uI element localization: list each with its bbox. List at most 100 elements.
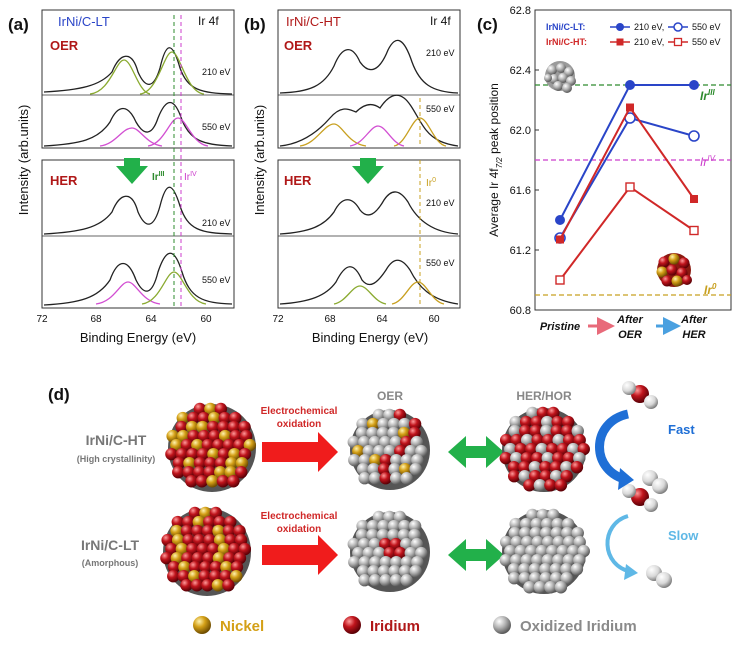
panel-a-fit-2 — [43, 101, 233, 147]
panel-a-oer-label: OER — [50, 38, 79, 53]
panel-c-point-2-1 — [626, 103, 634, 112]
legend-oxidized-ball — [493, 616, 511, 634]
panel-c-series — [554, 80, 700, 285]
panel-b-xtick-60: 60 — [428, 314, 440, 325]
panel-c-ylabel: Average Ir 4f7/2 peak position — [487, 83, 504, 237]
panel-a-letter: (a) — [8, 15, 29, 34]
cluster-ht-oer — [347, 408, 430, 490]
panel-a-xtick-64: 64 — [145, 314, 157, 325]
panel-b-spectrum-label-1: 210 eV — [426, 48, 455, 58]
panel-a-fit-4 — [43, 252, 233, 306]
panel-b-letter: (b) — [244, 15, 266, 34]
legend-lt-210-text: 210 eV, — [634, 22, 664, 32]
panel-a-ylabel: Intensity (arb.units) — [16, 105, 31, 216]
panel-c: (c) 60.8 61.2 61.6 62.0 62.4 62.8 IrNi/C-LT: … — [477, 5, 732, 341]
panel-c-ytick-label-5: 62.8 — [510, 5, 531, 17]
panel-d-oer-title: OER — [377, 389, 403, 403]
legend-ht-210-text: 210 eV, — [634, 37, 664, 47]
panel-b-spectrum-label-2: 550 eV — [426, 104, 455, 114]
panel-b-ylabel: Intensity (arb.units) — [252, 105, 267, 216]
legend-ht-550-text: 550 eV — [692, 37, 721, 47]
panel-b-xticks: 72 68 64 60 — [272, 314, 440, 325]
panel-b-fit-1 — [279, 39, 459, 94]
panel-d-red-arrow-1 — [262, 432, 338, 472]
panel-c-series-line-1 — [559, 116, 695, 239]
panel-c-cat-after-her-1: After — [680, 314, 707, 326]
panel-a-marker-iii: IrIII — [152, 171, 165, 183]
panel-a-component-6 — [141, 271, 207, 305]
panel-b-orbital: Ir 4f — [430, 14, 451, 28]
panel-d-legend: Nickel Iridium Oxidized Iridium — [193, 616, 637, 635]
panel-b-component-5 — [333, 285, 387, 305]
legend-oxidized-label: Oxidized Iridium — [520, 618, 637, 635]
panel-b-down-arrow — [352, 158, 384, 184]
legend-lt-label: IrNi/C-LT: — [546, 22, 585, 32]
panel-b-fit-3 — [279, 191, 459, 235]
panel-c-series-line-2 — [559, 105, 695, 240]
panel-d-lt-desc: (Amorphous) — [82, 558, 139, 568]
panel-d-fast-arrowhead — [618, 468, 634, 490]
panel-d-fast-curve-arrow — [595, 409, 630, 485]
panel-b-frame-top — [277, 9, 461, 149]
panel-d-ec-label-2b: oxidation — [277, 524, 321, 535]
panel-d-h2-top — [642, 470, 668, 494]
panel-b-xlabel: Binding Energy (eV) — [312, 330, 428, 345]
panel-d-fast-label: Fast — [668, 422, 695, 437]
panel-b-component-3 — [349, 125, 405, 147]
panel-d-green-double-arrow-1 — [448, 436, 504, 468]
panel-a-component-5 — [95, 281, 161, 305]
panel-a-title: IrNi/C-LT — [58, 14, 110, 29]
panel-a-her-label: HER — [50, 173, 78, 188]
legend-lt-210-marker — [616, 23, 624, 31]
panel-a-spectra — [43, 47, 233, 306]
panel-d-ec-label-1b: oxidation — [277, 419, 321, 430]
panel-c-point-0-2 — [689, 80, 699, 90]
panel-a-xticks: 72 68 64 60 — [36, 314, 212, 325]
panel-b-oer-label: OER — [284, 38, 313, 53]
panel-a-frame-top — [41, 9, 235, 149]
panel-d-water-bottom — [622, 484, 658, 512]
panel-c-cat-after-oer-1: After — [616, 314, 643, 326]
panel-c-ytick-label-1: 61.2 — [510, 245, 531, 257]
panel-b-component-1 — [299, 123, 367, 147]
panel-c-point-2-2 — [690, 195, 698, 203]
panel-b-xtick-68: 68 — [324, 314, 336, 325]
panel-a-component-2 — [139, 51, 205, 95]
panel-d-ht-name: IrNi/C-HT — [86, 432, 147, 448]
panel-a-spectrum-label-3: 210 eV — [202, 218, 231, 228]
panel-a-xtick-72: 72 — [36, 314, 48, 325]
panel-d-lt-name: IrNi/C-LT — [81, 537, 140, 553]
panel-a-component-4 — [147, 117, 209, 147]
panel-c-ytick-label-3: 62.0 — [510, 125, 531, 137]
panel-a-component-1 — [89, 59, 151, 95]
panel-d-letter: (d) — [48, 385, 70, 404]
panel-a-marker-iv: IrIV — [184, 171, 197, 183]
panel-c-point-3-1 — [625, 182, 635, 192]
panel-a-down-arrow — [116, 158, 148, 184]
panel-b-spectra — [279, 39, 459, 305]
panel-a-xlabel: Binding Energy (eV) — [80, 330, 196, 345]
panel-d-ec-label-1a: Electrochemical — [261, 406, 338, 417]
panel-b-component-4 — [391, 281, 445, 305]
panel-c-point-0-0 — [555, 215, 565, 225]
panel-a-spectrum-label-1: 210 eV — [202, 67, 231, 77]
cluster-lt-oer — [347, 510, 430, 592]
panel-b-xtick-64: 64 — [376, 314, 388, 325]
legend-ht-label: IrNi/C-HT: — [546, 37, 587, 47]
panel-d-her-title: HER/HOR — [516, 389, 572, 403]
panel-b-component-2 — [393, 117, 447, 147]
panel-c-ref-iv-label: IrIV — [700, 154, 716, 169]
panel-a: (a) IrNi/C-LT Ir 4f OER HER 210 eV 550 e… — [8, 9, 235, 345]
panel-b-xtick-72: 72 — [272, 314, 284, 325]
panel-d: (d) IrNi/C-HT (High crystallinity) IrNi/… — [48, 381, 699, 635]
legend-ht-210-marker — [616, 38, 624, 46]
panel-d-h2-bottom — [646, 565, 672, 588]
legend-lt-550-marker — [673, 22, 683, 32]
panel-c-categories: Pristine After OER After HER — [540, 314, 708, 341]
panel-c-yticks: 60.8 61.2 61.6 62.0 62.4 62.8 — [510, 5, 539, 317]
panel-c-oxidized-cluster-image — [544, 61, 576, 93]
panel-c-letter: (c) — [477, 15, 498, 34]
cluster-ht-pristine — [165, 402, 257, 492]
panel-c-cat-after-oer-2: OER — [618, 329, 642, 341]
panel-c-cat-after-her-2: HER — [682, 329, 705, 341]
